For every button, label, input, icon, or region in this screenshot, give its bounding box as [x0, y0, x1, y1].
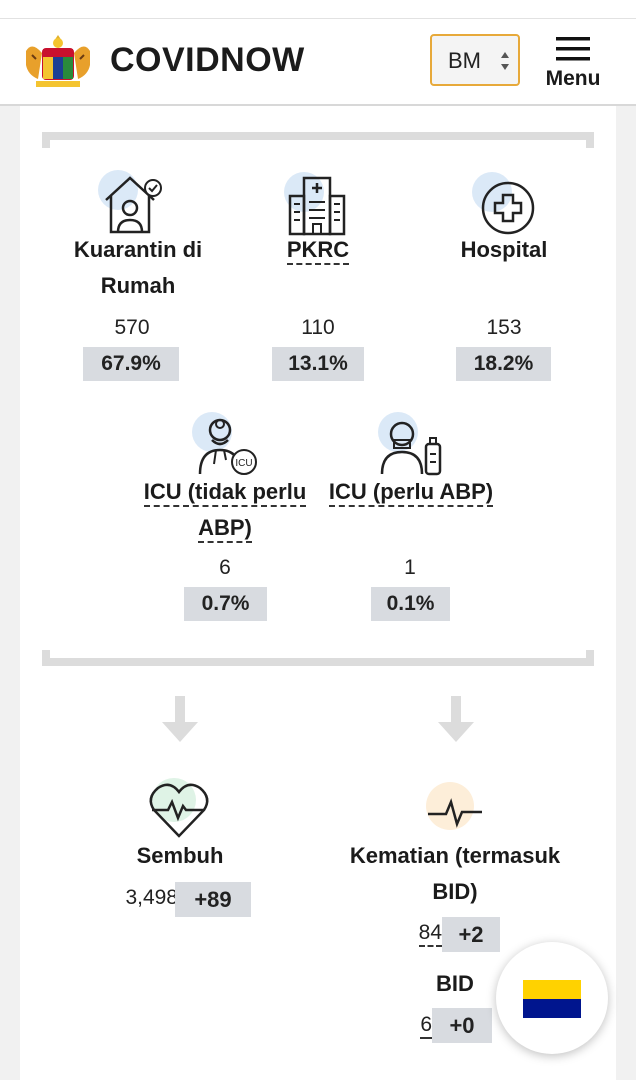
bid-delta-badge: +0	[432, 1008, 492, 1043]
bid-count-wrap: 6	[404, 1013, 432, 1039]
outcome-count[interactable]: 84	[418, 921, 442, 947]
flow-bar-bottom	[42, 658, 594, 666]
ventilator-patient-icon	[378, 412, 442, 476]
heart-pulse-icon	[149, 778, 209, 838]
status-count: 110	[301, 316, 335, 339]
hamburger-icon	[556, 37, 590, 61]
top-strip	[0, 0, 636, 19]
status-percent-badge: 0.1%	[371, 587, 450, 621]
status-count: 153	[486, 316, 522, 339]
medical-cross-icon	[472, 172, 535, 235]
brand-title[interactable]: COVIDNOW	[110, 41, 305, 79]
home-quarantine-icon	[98, 170, 162, 234]
site-header: COVIDNOW BM Menu	[0, 19, 636, 106]
status-percent-badge: 67.9%	[83, 347, 179, 381]
flow-bar-top	[42, 132, 594, 140]
flow-bar-cap	[42, 650, 50, 666]
heartbeat-line-icon	[426, 782, 482, 830]
status-label: Hospital	[460, 237, 548, 262]
status-label[interactable]: ICU (perlu ABP)	[316, 474, 506, 510]
menu-button[interactable]: Menu	[540, 37, 606, 97]
outcome-label: Sembuh	[136, 843, 224, 868]
outcome-count: 3,498	[125, 886, 178, 909]
status-label[interactable]: PKRC	[250, 232, 386, 268]
menu-label: Menu	[545, 67, 601, 90]
bid-count[interactable]: 6	[420, 1013, 432, 1039]
status-count: 6	[219, 556, 231, 579]
icu-doctor-icon: ICU	[192, 412, 257, 475]
building-icon	[284, 172, 346, 236]
arrow-down-icon	[162, 696, 198, 742]
outcome-delta-badge: +89	[175, 882, 251, 917]
language-value: BM	[448, 48, 481, 73]
status-percent-badge: 13.1%	[272, 347, 364, 381]
status-label[interactable]: ICU (tidak perlu ABP)	[130, 474, 320, 546]
language-select[interactable]: BM	[430, 34, 520, 86]
state-flag-icon	[523, 980, 581, 1018]
malaysia-coat-of-arms-logo[interactable]	[18, 31, 98, 91]
flow-bar-cap	[586, 132, 594, 148]
outcome-label: Kematian (termasuk BID)	[349, 843, 561, 904]
status-percent-badge: 0.7%	[184, 587, 267, 621]
flow-bar-cap	[42, 132, 50, 148]
main-content: Kuarantin di Rumah 570 67.9% PKRC 110 13…	[20, 106, 616, 1080]
status-count: 570	[114, 316, 150, 339]
flow-bar-cap	[586, 650, 594, 666]
outcome-count-wrap: 84	[404, 921, 442, 947]
bid-label: BID	[436, 971, 474, 996]
status-count: 1	[404, 556, 416, 579]
state-selector-button[interactable]	[496, 942, 608, 1054]
sort-arrows-icon	[501, 52, 509, 70]
status-percent-badge: 18.2%	[456, 347, 551, 381]
outcome-delta-badge: +2	[442, 917, 500, 952]
arrow-down-icon	[438, 696, 474, 742]
status-label: Kuarantin di Rumah	[73, 237, 203, 298]
svg-text:ICU: ICU	[235, 458, 252, 469]
